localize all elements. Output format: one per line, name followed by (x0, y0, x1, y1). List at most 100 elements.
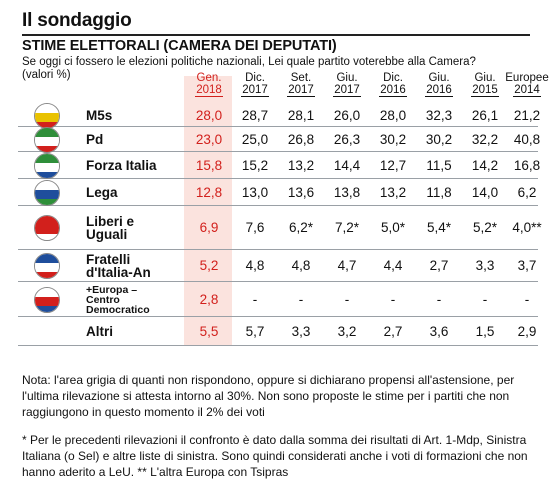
page-title: Il sondaggio (22, 10, 132, 31)
table-cell: - (344, 291, 350, 307)
table-cell: 5,5 (199, 323, 219, 339)
table-cell: 26,1 (471, 107, 499, 123)
column-header-year: 2017 (287, 84, 315, 97)
table-cell: 3,2 (337, 323, 357, 339)
column-header-month: Gen. (196, 72, 222, 84)
table-cell: - (436, 291, 442, 307)
column-header-month: Dic. (383, 72, 403, 84)
table-cell: 2,9 (517, 323, 537, 339)
table-row (18, 127, 538, 152)
table-cell: 13,2 (287, 157, 315, 173)
table-cell: - (482, 291, 488, 307)
column-header-month: Giu. (474, 72, 496, 84)
column-header-3: Giu. 2017 (324, 72, 370, 97)
table-cell: 3,3 (475, 258, 495, 273)
table-cell: 2,7 (383, 323, 403, 339)
table-cell: 13,2 (379, 184, 407, 200)
title-rule (22, 34, 530, 36)
column-header-year: 2018 (195, 84, 223, 97)
table-cell: 6,2* (288, 220, 314, 235)
table-cell: 5,4* (426, 220, 452, 235)
subtitle: STIME ELETTORALI (CAMERA DEI DEPUTATI) (22, 38, 337, 54)
table-cell: 7,6 (245, 220, 265, 235)
table-cell: 13,0 (241, 184, 269, 200)
table-cell: 15,8 (195, 157, 223, 173)
table-cell: 5,2* (472, 220, 498, 235)
table-cell: 28,7 (241, 107, 269, 123)
table-cell: 14,4 (333, 157, 361, 173)
party-name: Altri (86, 324, 113, 339)
table-cell: 5,0* (380, 220, 406, 235)
highlight-column-background (184, 76, 232, 346)
table-cell: 28,0 (379, 107, 407, 123)
table-row (18, 179, 538, 206)
table-cell: 23,0 (195, 131, 223, 147)
question-text: Se oggi ci fossero le elezioni politiche… (22, 56, 476, 68)
table-cell: 4,4 (383, 258, 403, 273)
party-logo-icon (34, 253, 60, 279)
table-cell: 3,6 (429, 323, 449, 339)
table-cell: 4,8 (245, 258, 265, 273)
table-cell: - (298, 291, 304, 307)
table-cell: 12,8 (195, 184, 223, 200)
table-cell: 16,8 (513, 157, 541, 173)
party-logo-icon (34, 152, 60, 179)
table-cell: 11,5 (426, 157, 452, 173)
column-header-6: Giu. 2015 (462, 72, 508, 97)
table-cell: 5,7 (245, 323, 265, 339)
column-header-row: Gen. 2018 Dic. 2017 Set. 2017 Giu. 2017 Dic. 2016… (0, 72, 554, 102)
table-cell: 7,2* (334, 220, 360, 235)
column-header-year: 2017 (241, 84, 269, 97)
column-header-7: Europee 2014 (504, 72, 550, 97)
table-row (18, 282, 538, 317)
table-cell: 30,2 (379, 131, 407, 147)
column-header-5: Giu. 2016 (416, 72, 462, 97)
column-header-2: Set. 2017 (278, 72, 324, 97)
party-logo-icon (34, 102, 60, 129)
table-cell: 11,8 (426, 184, 452, 200)
column-header-month: Giu. (336, 72, 358, 84)
footnote-asterisk: * Per le precedenti rilevazioni il confr… (22, 433, 528, 479)
table-cell: 40,8 (513, 131, 541, 147)
column-header-1: Dic. 2017 (232, 72, 278, 97)
column-header-month: Set. (290, 72, 312, 84)
column-header-0: Gen. 2018 (186, 72, 232, 97)
table-cell: 2,8 (199, 291, 219, 307)
party-logo-icon (34, 179, 60, 206)
table-cell: 14,2 (471, 157, 499, 173)
table-cell: 4,8 (291, 258, 311, 273)
party-name: Lega (86, 185, 118, 200)
party-name: Forza Italia (86, 158, 157, 173)
table-row (18, 152, 538, 179)
party-logo-icon (34, 215, 60, 241)
table-cell: 5,2 (199, 258, 219, 273)
table-cell: 25,0 (241, 131, 269, 147)
table-cell: 3,3 (291, 323, 311, 339)
table-cell: 15,2 (241, 157, 269, 173)
table-cell: 6,9 (199, 220, 219, 235)
column-header-year: 2014 (513, 84, 541, 97)
party-name: +Europa – Centro Democratico (86, 283, 150, 316)
table-cell: 32,2 (471, 131, 499, 147)
party-name: M5s (86, 108, 113, 123)
table-cell: - (252, 291, 258, 307)
column-header-year: 2015 (471, 84, 499, 97)
table-cell: 32,3 (425, 107, 453, 123)
table-cell: 3,7 (517, 258, 537, 273)
table-cell: 21,2 (513, 107, 541, 123)
table-cell: 13,8 (333, 184, 361, 200)
table-cell: 2,7 (429, 258, 449, 273)
table-row (18, 104, 538, 127)
table-cell: - (524, 291, 530, 307)
table-cell: 26,3 (333, 131, 361, 147)
column-header-month: Dic. (245, 72, 265, 84)
table-cell: 6,2 (517, 184, 537, 200)
table-cell: - (390, 291, 396, 307)
column-header-year: 2016 (425, 84, 453, 97)
party-name: Liberi e Uguali (86, 214, 135, 242)
table-cell: 30,2 (425, 131, 453, 147)
column-header-month: Europee (505, 72, 549, 84)
table-cell: 28,1 (287, 107, 315, 123)
table-cell: 13,6 (287, 184, 315, 200)
table-cell: 28,0 (195, 107, 223, 123)
